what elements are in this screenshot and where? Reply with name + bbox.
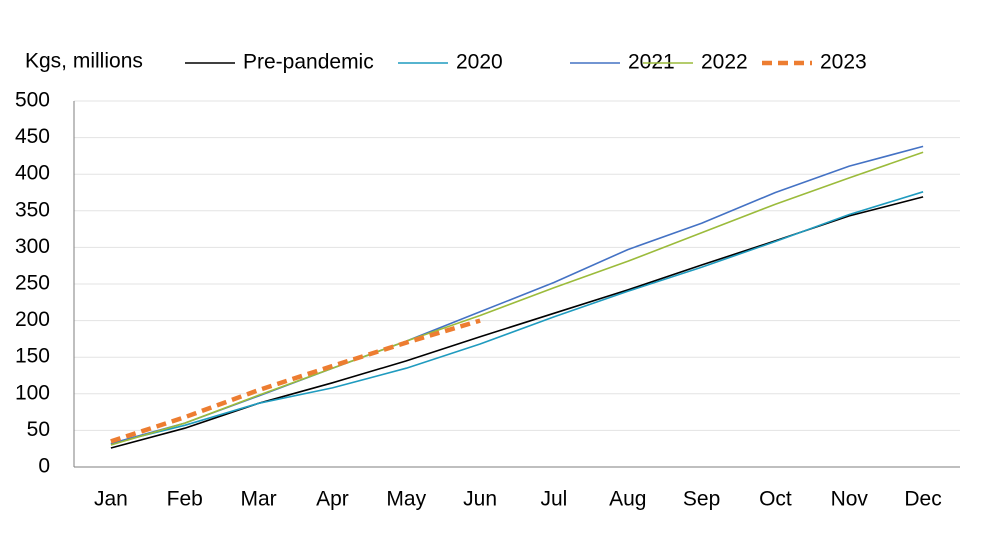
x-tick-label: Jun [463,488,497,511]
legend-label: 2022 [701,51,748,74]
x-tick-label: May [386,488,426,511]
x-tick-label: Jan [94,488,128,511]
y-tick-label: 400 [15,162,50,185]
x-tick-label: Apr [316,488,349,511]
y-tick-label: 250 [15,272,50,295]
x-tick-label: Oct [759,488,792,511]
y-axis-label: Kgs, millions [25,50,143,73]
x-tick-label: Jul [540,488,567,511]
x-tick-label: Sep [683,488,720,511]
x-tick-label: Dec [904,488,941,511]
series-line [110,318,481,444]
legend-label: 2021 [628,51,675,74]
y-tick-label: 500 [15,89,50,112]
series-line [110,151,924,446]
y-tick-label: 0 [38,455,50,478]
x-tick-label: Feb [167,488,203,511]
legend-label: 2023 [820,51,867,74]
y-tick-label: 100 [15,381,50,404]
series-line [110,191,924,445]
x-tick-label: Mar [240,488,276,511]
x-tick-label: Aug [609,488,646,511]
y-tick-label: 150 [15,345,50,368]
y-tick-label: 200 [15,308,50,331]
y-tick-label: 50 [27,418,50,441]
x-tick-label: Nov [831,488,869,511]
y-tick-label: 350 [15,198,50,221]
legend-label: 2020 [456,51,503,74]
y-tick-label: 300 [15,235,50,258]
y-tick-label: 450 [15,125,50,148]
legend-label: Pre-pandemic [243,51,374,74]
